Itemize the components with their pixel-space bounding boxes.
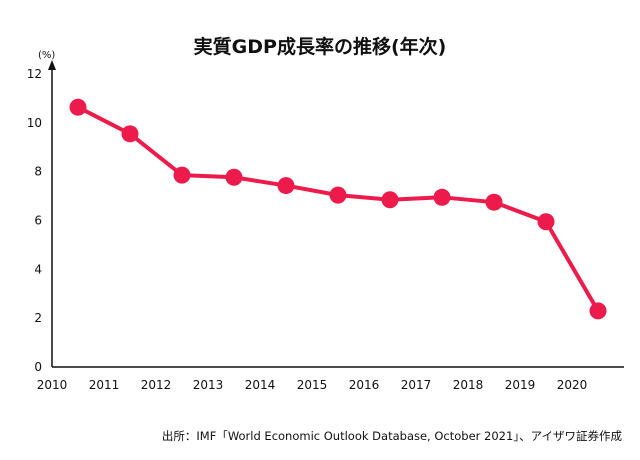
chart-title: 実質GDP成長率の推移(年次) bbox=[193, 36, 447, 58]
y-tick-label: 10 bbox=[27, 116, 42, 130]
data-point bbox=[381, 191, 399, 209]
series-line bbox=[76, 105, 600, 313]
data-point bbox=[69, 98, 87, 116]
y-tick-group: 0 2 4 6 8 10 12 bbox=[27, 67, 42, 374]
data-point bbox=[589, 302, 607, 320]
x-tick-label: 2015 bbox=[297, 378, 328, 392]
x-tick-label: 2011 bbox=[89, 378, 120, 392]
data-point bbox=[225, 168, 243, 186]
x-tick-group: 2010 2011 2012 2013 2014 2015 2016 2017 2018 2019… bbox=[37, 378, 588, 392]
y-tick-label: 4 bbox=[34, 262, 42, 276]
x-tick-label: 2016 bbox=[349, 378, 380, 392]
y-tick-label: 6 bbox=[34, 214, 42, 228]
data-point bbox=[277, 177, 295, 195]
data-point bbox=[173, 166, 191, 184]
x-tick-label: 2012 bbox=[141, 378, 172, 392]
x-tick-label: 2010 bbox=[37, 378, 68, 392]
y-tick-label: 12 bbox=[27, 67, 42, 81]
source-note: 出所：IMF「World Economic Outlook Database, … bbox=[161, 429, 622, 443]
x-tick-label: 2013 bbox=[193, 378, 224, 392]
y-axis-arrow bbox=[48, 60, 56, 70]
y-tick-label: 2 bbox=[34, 311, 42, 325]
data-point bbox=[485, 193, 503, 211]
x-tick-label: 2020 bbox=[557, 378, 588, 392]
data-point bbox=[329, 186, 347, 204]
data-point bbox=[537, 213, 555, 231]
y-tick-label: 0 bbox=[34, 360, 42, 374]
y-tick-label: 8 bbox=[34, 165, 42, 179]
x-tick-label: 2014 bbox=[245, 378, 276, 392]
x-tick-label: 2019 bbox=[505, 378, 536, 392]
data-point-group bbox=[69, 98, 607, 320]
data-point bbox=[121, 125, 139, 143]
y-unit-label: (%) bbox=[38, 50, 55, 61]
data-point bbox=[433, 188, 451, 206]
x-tick-label: 2018 bbox=[453, 378, 484, 392]
x-tick-label: 2017 bbox=[401, 378, 432, 392]
